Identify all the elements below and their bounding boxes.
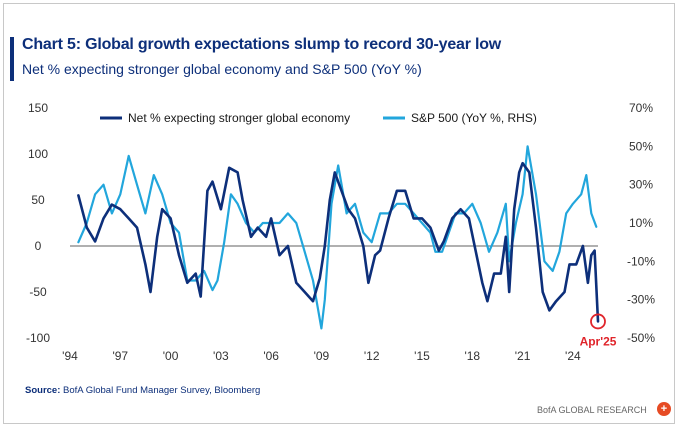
x-tick-label: '06 (263, 349, 279, 363)
y-right-tick-label: 70% (629, 101, 653, 115)
x-tick-label: '00 (163, 349, 179, 363)
y-left-tick-label: -100 (26, 331, 50, 345)
x-tick-label: '94 (62, 349, 78, 363)
y-left-tick-label: -50 (29, 285, 47, 299)
x-tick-label: '09 (314, 349, 330, 363)
chart-title: Chart 5: Global growth expectations slum… (22, 36, 502, 53)
x-tick-label: '15 (414, 349, 430, 363)
source-text: BofA Global Fund Manager Survey, Bloombe… (60, 385, 261, 396)
series-line-net-pct (77, 161, 600, 323)
chart-frame (3, 3, 675, 424)
y-right-tick-label: 50% (629, 139, 653, 153)
y-right-tick-label: -50% (627, 331, 655, 345)
y-right-tick-label: 10% (629, 216, 653, 230)
y-left-tick-label: 0 (35, 239, 42, 253)
source-label: Source: (25, 385, 61, 396)
y-left-tick-label: 100 (28, 147, 48, 161)
title-accent-bar (10, 37, 14, 81)
source-note: Source: BofA Global Fund Manager Survey,… (25, 385, 260, 396)
x-tick-label: '12 (364, 349, 380, 363)
y-left-tick-label: 50 (31, 193, 45, 207)
chart-subtitle: Net % expecting stronger global economy … (22, 61, 422, 77)
x-tick-label: '24 (565, 349, 581, 363)
annotation-label: Apr'25 (580, 334, 617, 348)
x-tick-label: '18 (464, 349, 480, 363)
legend-net-pct-label: Net % expecting stronger global economy (128, 111, 350, 125)
y-right-tick-label: -10% (627, 254, 655, 268)
legend-sp500-label: S&P 500 (YoY %, RHS) (411, 111, 537, 125)
annotation-circle (590, 313, 606, 330)
x-tick-label: '03 (213, 349, 229, 363)
y-right-tick-label: -30% (627, 293, 655, 307)
plus-icon[interactable]: + (657, 402, 671, 416)
y-right-tick-label: 30% (629, 178, 653, 192)
x-tick-label: '21 (515, 349, 531, 363)
brand-label: BofA GLOBAL RESEARCH (537, 405, 647, 415)
x-tick-label: '97 (112, 349, 128, 363)
y-left-tick-label: 150 (28, 101, 48, 115)
